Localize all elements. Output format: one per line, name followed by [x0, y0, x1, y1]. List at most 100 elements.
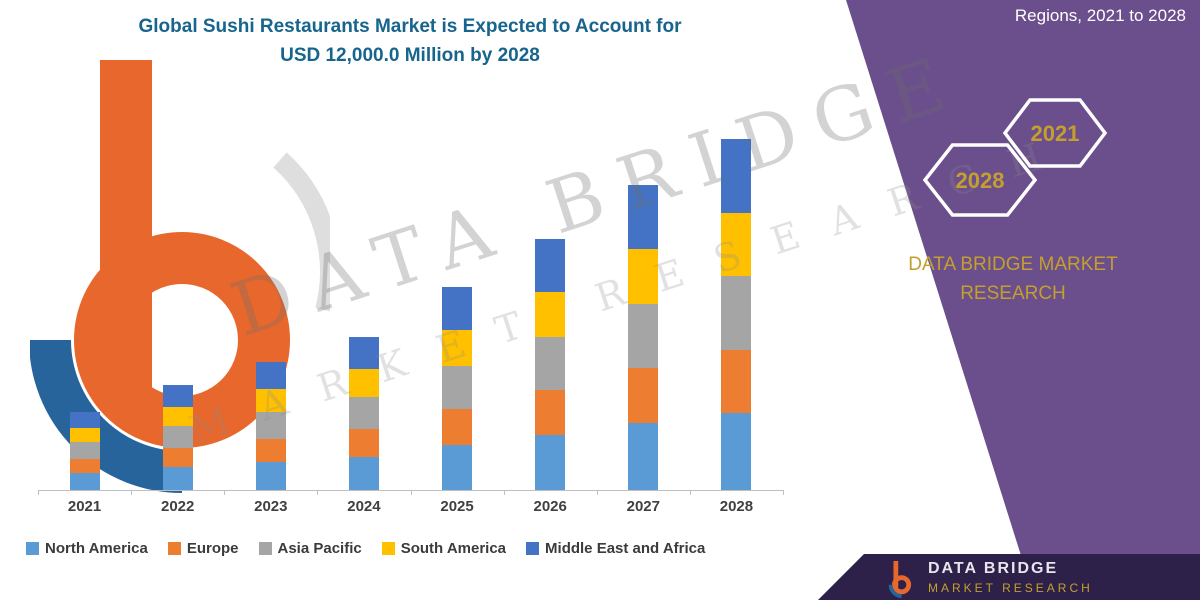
- hexagon-2028-icon: [922, 143, 1038, 217]
- legend-swatch-icon: [258, 542, 272, 555]
- bar-segment-2023-middle-east-and-africa: [255, 362, 286, 389]
- x-axis-label-2023: 2023: [254, 498, 288, 515]
- legend-label: Asia Pacific: [277, 540, 362, 557]
- databridge-logo-small-icon: [888, 560, 918, 600]
- bar-segment-2024-europe: [348, 429, 379, 457]
- legend: North America Europe Asia Pacific South Ame…: [26, 540, 705, 557]
- legend-swatch-icon: [381, 542, 395, 555]
- panel-subtitle: Regions, 2021 to 2028: [1014, 6, 1186, 25]
- axis-tick: [317, 490, 318, 495]
- bar-segment-2022-asia-pacific: [162, 426, 193, 448]
- axis-tick: [131, 490, 132, 495]
- hexagon-left-year: 2028: [956, 168, 1005, 193]
- hexagon-2021-icon: [1002, 98, 1108, 168]
- bar-segment-2021-south-america: [69, 428, 100, 442]
- legend-item-middle-east-and-africa: Middle East and Africa: [526, 540, 705, 557]
- bar-segment-2025-middle-east-and-africa: [442, 287, 473, 330]
- x-axis-label-2027: 2027: [626, 498, 660, 515]
- axis-tick: [38, 490, 39, 495]
- axis-tick: [597, 490, 598, 495]
- bar-segment-2024-asia-pacific: [348, 397, 379, 429]
- bar-2025: [442, 287, 473, 490]
- bar-2026: [535, 239, 566, 490]
- bar-2021: [69, 412, 100, 490]
- bar-segment-2023-north-america: [255, 462, 286, 490]
- bar-2022: [162, 385, 193, 490]
- x-axis-label-2026: 2026: [533, 498, 567, 515]
- chart-title: Global Sushi Restaurants Market is Expec…: [30, 12, 790, 71]
- axis-tick: [783, 490, 784, 495]
- bar-segment-2021-asia-pacific: [69, 442, 100, 459]
- bar-segment-2023-asia-pacific: [255, 412, 286, 439]
- bar-2024: [348, 337, 379, 490]
- bar-segment-2022-north-america: [162, 467, 193, 490]
- bar-segment-2028-north-america: [721, 413, 752, 490]
- legend-item-south-america: South America: [381, 540, 507, 557]
- x-axis-labels: 2021 2022 2023 2024 2025 2026 2027 2028: [38, 498, 783, 520]
- axis-tick: [690, 490, 691, 495]
- bar-segment-2022-south-america: [162, 407, 193, 426]
- bar-segment-2027-middle-east-and-africa: [628, 185, 659, 249]
- bar-2028: [721, 139, 752, 490]
- bar-segment-2028-asia-pacific: [721, 276, 752, 350]
- footer-brand-name: DATA BRIDGE: [928, 560, 1059, 577]
- bar-segment-2021-europe: [69, 459, 100, 473]
- legend-label: North America: [45, 540, 148, 557]
- axis-tick: [411, 490, 412, 495]
- chart-title-line1: Global Sushi Restaurants Market is Expec…: [138, 16, 682, 37]
- bar-segment-2027-europe: [628, 368, 659, 423]
- brand-text-line1: DATA BRIDGE MARKET: [908, 254, 1118, 275]
- bar-segment-2026-north-america: [535, 435, 566, 490]
- legend-item-north-america: North America: [26, 540, 148, 557]
- legend-swatch-icon: [167, 542, 181, 555]
- bar-segment-2023-europe: [255, 439, 286, 462]
- bar-segment-2028-middle-east-and-africa: [721, 139, 752, 213]
- footer-brand-text: DATA BRIDGE MARKET RESEARCH: [928, 560, 1093, 595]
- legend-item-asia-pacific: Asia Pacific: [258, 540, 362, 557]
- plot-area: [38, 118, 784, 495]
- brand-text-line2: RESEARCH: [960, 283, 1066, 305]
- x-axis-label-2022: 2022: [161, 498, 195, 515]
- bar-segment-2024-middle-east-and-africa: [348, 337, 379, 369]
- legend-swatch-icon: [526, 542, 540, 555]
- bar-2027: [628, 185, 659, 490]
- legend-label: Europe: [186, 540, 239, 557]
- bar-segment-2027-south-america: [628, 249, 659, 304]
- x-axis-label-2021: 2021: [67, 498, 102, 515]
- bar-segment-2021-middle-east-and-africa: [69, 412, 100, 428]
- bar-segment-2025-europe: [442, 409, 473, 445]
- legend-label: Middle East and Africa: [545, 540, 706, 557]
- bar-segment-2026-europe: [535, 390, 566, 435]
- bar-segment-2028-europe: [721, 350, 752, 413]
- bar-segment-2026-south-america: [535, 292, 566, 337]
- bar-segment-2021-north-america: [69, 473, 100, 490]
- bar-2023: [255, 362, 286, 490]
- bar-segment-2025-north-america: [442, 445, 473, 490]
- axis-tick: [224, 490, 225, 495]
- bar-segment-2022-europe: [162, 448, 193, 467]
- legend-item-europe: Europe: [167, 540, 239, 557]
- legend-label: South America: [400, 540, 507, 557]
- bar-segment-2025-asia-pacific: [442, 366, 473, 409]
- legend-swatch-icon: [26, 542, 39, 555]
- bar-segment-2022-middle-east-and-africa: [162, 385, 193, 407]
- bar-segment-2024-south-america: [348, 369, 379, 397]
- hexagon-right-year: 2021: [1031, 121, 1080, 146]
- footer-band: DATA BRIDGE MARKET RESEARCH: [818, 554, 1200, 600]
- bar-segment-2026-asia-pacific: [535, 337, 566, 390]
- footer-brand-sub: MARKET RESEARCH: [928, 581, 1093, 595]
- x-axis-label-2025: 2025: [440, 498, 474, 515]
- bar-segment-2028-south-america: [721, 213, 752, 276]
- axis-tick: [504, 490, 505, 495]
- x-axis-label-2024: 2024: [347, 498, 381, 515]
- brand-text: DATA BRIDGE MARKET RESEARCH: [893, 250, 1133, 309]
- bar-segment-2027-asia-pacific: [628, 304, 659, 368]
- bar-segment-2023-south-america: [255, 389, 286, 412]
- bar-segment-2024-north-america: [348, 457, 379, 490]
- x-axis-label-2028: 2028: [719, 498, 754, 515]
- bar-segment-2027-north-america: [628, 423, 659, 490]
- bar-segment-2025-south-america: [442, 330, 473, 366]
- bar-segment-2026-middle-east-and-africa: [535, 239, 566, 292]
- hexagon-years: 2028 2021: [905, 85, 1130, 240]
